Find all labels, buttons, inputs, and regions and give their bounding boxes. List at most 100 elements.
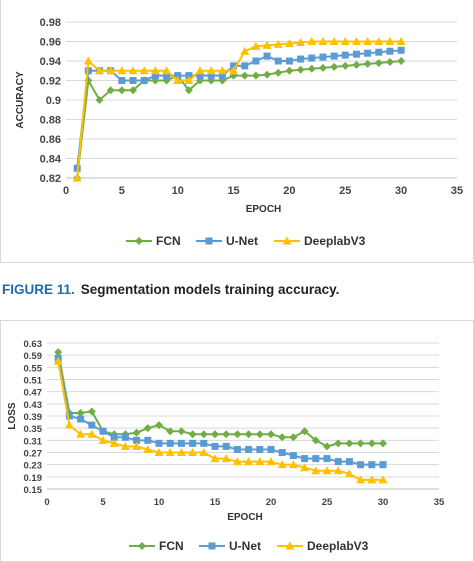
acc-point-deeplabv3 xyxy=(217,66,227,75)
loss-point-deeplabv3 xyxy=(76,429,86,438)
acc-x-tick-label: 5 xyxy=(119,185,125,197)
acc-point-u-net xyxy=(397,46,405,54)
loss-point-deeplabv3 xyxy=(333,466,343,475)
acc-point-deeplabv3 xyxy=(117,66,127,75)
acc-point-deeplabv3 xyxy=(106,66,116,75)
loss-point-u-net xyxy=(357,461,365,469)
acc-point-u-net xyxy=(252,57,260,65)
loss-legend-label-fcn: FCN xyxy=(159,539,184,553)
loss-point-deeplabv3 xyxy=(311,466,321,475)
loss-point-deeplabv3 xyxy=(356,475,366,484)
loss-x-axis-title: EPOCH xyxy=(227,512,263,523)
acc-point-u-net xyxy=(308,54,316,62)
acc-point-deeplabv3 xyxy=(173,76,183,84)
acc-point-u-net xyxy=(207,72,215,80)
acc-point-fcn xyxy=(251,71,260,80)
loss-point-deeplabv3 xyxy=(98,435,108,444)
loss-point-fcn xyxy=(323,442,331,451)
acc-point-deeplabv3 xyxy=(162,66,172,75)
acc-y-tick-label: 0.82 xyxy=(40,173,61,185)
acc-point-fcn xyxy=(352,60,361,69)
acc-point-u-net xyxy=(330,52,338,60)
acc-point-u-net xyxy=(375,48,383,56)
acc-y-tick-label: 0.96 xyxy=(40,37,61,49)
loss-point-deeplabv3 xyxy=(109,438,119,447)
loss-point-fcn xyxy=(311,436,320,445)
loss-point-fcn xyxy=(166,427,175,436)
loss-point-deeplabv3 xyxy=(344,469,354,478)
loss-point-u-net xyxy=(110,433,118,441)
acc-point-fcn xyxy=(285,66,294,75)
loss-point-fcn xyxy=(233,430,242,439)
loss-point-fcn xyxy=(289,433,298,442)
acc-legend-marker-fcn xyxy=(135,237,143,245)
loss-point-u-net xyxy=(301,455,309,463)
loss-x-tick-label: 20 xyxy=(266,497,277,508)
loss-point-fcn xyxy=(379,439,387,448)
acc-point-u-net xyxy=(118,77,126,84)
loss-point-u-net xyxy=(379,461,387,469)
loss-point-fcn xyxy=(345,439,354,448)
loss-chart: 0.150.190.230.27 0.310.350.390.430.470.51… xyxy=(7,339,445,553)
loss-point-fcn xyxy=(278,433,287,442)
acc-point-u-net xyxy=(196,72,204,80)
acc-point-deeplabv3 xyxy=(195,66,205,75)
acc-point-u-net xyxy=(241,62,249,70)
acc-point-u-net xyxy=(297,55,305,63)
loss-point-u-net xyxy=(245,445,253,453)
acc-point-u-net xyxy=(185,72,193,80)
acc-point-u-net xyxy=(319,53,327,61)
loss-point-fcn xyxy=(334,439,343,448)
loss-point-u-net xyxy=(144,436,152,444)
acc-x-tick-label: 0 xyxy=(63,185,69,197)
loss-point-u-net xyxy=(345,458,353,466)
loss-y-tick-label: 0.55 xyxy=(24,363,43,374)
acc-point-fcn xyxy=(274,68,283,77)
acc-point-deeplabv3 xyxy=(262,40,272,49)
loss-point-fcn xyxy=(255,430,264,439)
loss-y-tick-label: 0.23 xyxy=(24,461,43,472)
acc-point-u-net xyxy=(163,72,171,80)
acc-x-tick-label: 25 xyxy=(339,185,351,197)
acc-point-deeplabv3 xyxy=(385,37,395,45)
acc-point-fcn xyxy=(296,65,305,74)
loss-point-deeplabv3 xyxy=(199,448,209,456)
acc-series-line-u-net xyxy=(76,49,402,169)
acc-point-deeplabv3 xyxy=(329,37,339,45)
acc-point-fcn xyxy=(330,62,339,71)
acc-point-deeplabv3 xyxy=(351,37,361,45)
loss-point-deeplabv3 xyxy=(120,441,130,450)
figure-label: FIGURE 11. xyxy=(2,282,75,297)
acc-point-fcn xyxy=(397,57,406,65)
acc-point-fcn xyxy=(307,64,316,73)
acc-point-deeplabv3 xyxy=(363,37,373,45)
acc-point-fcn xyxy=(374,58,383,67)
loss-legend-marker-fcn xyxy=(138,542,146,550)
acc-point-fcn xyxy=(263,70,272,79)
loss-point-deeplabv3 xyxy=(64,420,74,429)
loss-point-fcn xyxy=(143,424,152,433)
loss-y-tick-label: 0.19 xyxy=(24,473,43,484)
loss-y-tick-label: 0.39 xyxy=(24,412,43,423)
loss-x-tick-label: 15 xyxy=(210,497,221,508)
loss-point-fcn xyxy=(155,421,163,430)
acc-point-u-net xyxy=(263,52,271,60)
acc-point-deeplabv3 xyxy=(83,56,93,65)
acc-point-deeplabv3 xyxy=(139,66,149,75)
loss-point-deeplabv3 xyxy=(244,457,254,466)
loss-point-u-net xyxy=(267,445,275,453)
loss-point-deeplabv3 xyxy=(176,448,186,456)
accuracy-chart: 0.82 0.84 0.86 0.88 0.9 0.92 0.94 0.96 0.98 0 5 10 1… xyxy=(15,17,463,248)
loss-point-deeplabv3 xyxy=(221,454,231,463)
acc-point-fcn xyxy=(129,86,138,95)
acc-y-tick-label: 0.98 xyxy=(40,17,61,29)
acc-point-deeplabv3 xyxy=(229,66,239,75)
acc-x-tick-label: 20 xyxy=(283,185,295,197)
loss-legend-label-deeplabv3: DeeplabV3 xyxy=(307,539,369,553)
loss-chart-frame: 0.15 0.19 0.23 0.27 0.31 0.35 0.39 0.43 0.47 0.51… xyxy=(0,320,474,562)
loss-point-u-net xyxy=(121,433,129,441)
acc-point-deeplabv3 xyxy=(128,66,138,75)
loss-x-tick-label: 5 xyxy=(100,497,106,508)
acc-y-tick-label: 0.94 xyxy=(40,56,62,68)
accuracy-chart-frame: 0.82 0.84 0.86 0.88 0.9 0.92 0.94 0.96 0.98 0 5 10 1… xyxy=(0,0,474,263)
